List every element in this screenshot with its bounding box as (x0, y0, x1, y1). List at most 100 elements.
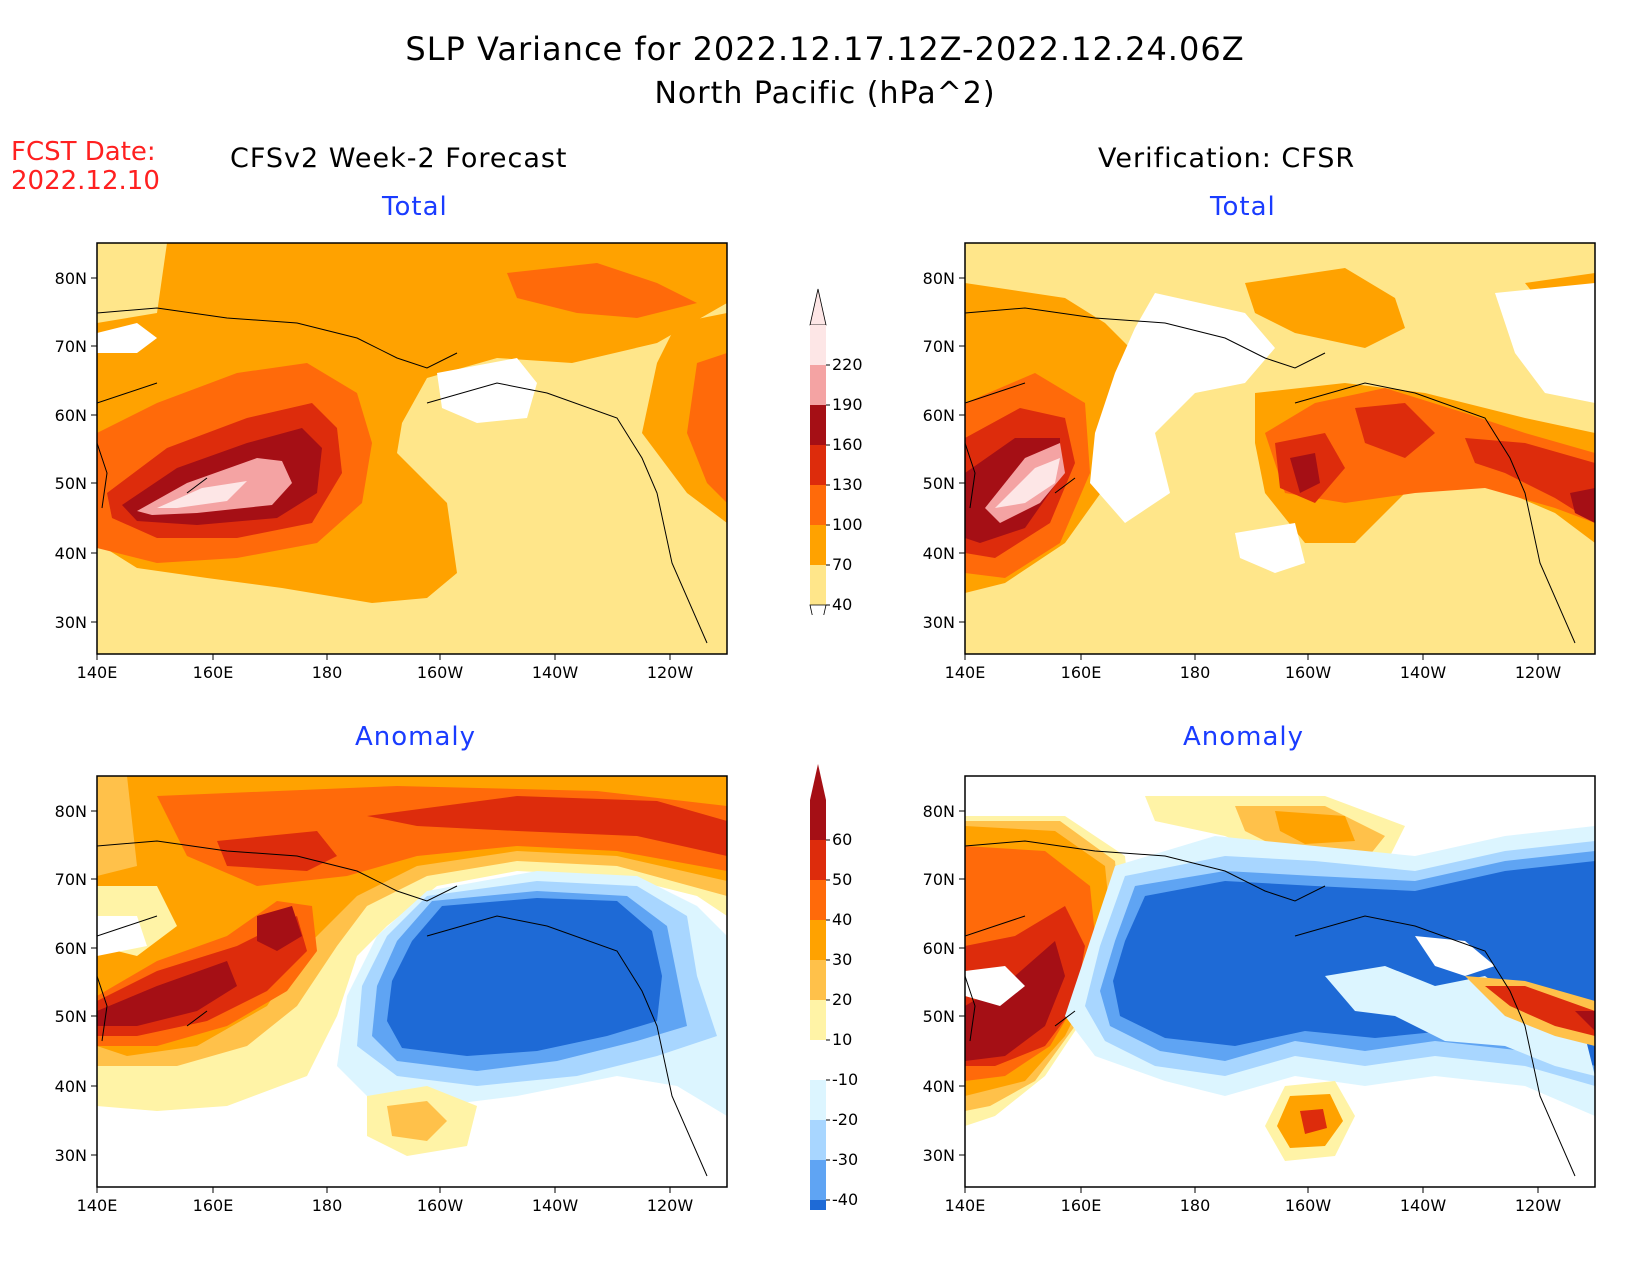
colorbar-over-triangle (810, 764, 826, 800)
coastline (97, 840, 708, 1177)
anomaly-near-zero-west (965, 966, 1025, 1006)
anomaly-colorbar: 60 50 40 30 20 10 -10 -20 -30 -40 (810, 764, 858, 1210)
lon-tick-label: 160E (193, 1196, 234, 1215)
colorbar-label: 50 (832, 870, 852, 889)
anomaly-above-60-canada (1575, 1011, 1595, 1031)
colorbar-label: -10 (832, 1070, 858, 1089)
anomaly-50-60-arctic (367, 796, 727, 856)
colorbar-label: 40 (832, 595, 852, 614)
colorbar-swatch (810, 920, 826, 960)
colorbar-swatch (810, 880, 826, 920)
lat-tick-label: 80N (55, 269, 87, 288)
forecast-anomaly-map: 80N 70N 60N 50N 40N 30N 140E 160E 180 160W 140W 12… (55, 775, 728, 1215)
lon-tick-label: 140W (1400, 1196, 1447, 1215)
colorbar-label: 70 (832, 555, 852, 574)
lat-tick-label: 30N (923, 613, 955, 632)
lat-tick-label: 50N (923, 1007, 955, 1026)
map-frame (964, 775, 1596, 1188)
anomaly-50-60-siberia (217, 831, 337, 871)
lon-tick-label: 120W (647, 1196, 694, 1215)
anomaly-above-60-west (965, 941, 1065, 1061)
latitude-axis: 80N 70N 60N 50N 40N 30N (55, 269, 97, 632)
lat-tick-label: 70N (923, 870, 955, 889)
lon-tick-label: 180 (1180, 1196, 1211, 1215)
colorbar-swatch (810, 405, 826, 445)
colorbar-swatch (810, 1160, 826, 1200)
lon-tick-label: 160W (1285, 663, 1332, 682)
lat-tick-label: 30N (55, 613, 87, 632)
fcst-date-label: FCST Date: (11, 137, 156, 167)
variance-100-130-canada (687, 353, 727, 503)
colorbar-label: 100 (832, 515, 863, 534)
panel-title-forecast-total: Total (382, 192, 448, 222)
colorbar-swatch (810, 1120, 826, 1160)
anomaly-above-60-kamchatka (257, 906, 302, 951)
colorbar-label: 160 (832, 435, 863, 454)
colorbar-swatch (810, 1040, 826, 1080)
colorbar-label: 130 (832, 475, 863, 494)
lat-tick-label: 40N (923, 544, 955, 563)
lon-tick-label: 180 (312, 663, 343, 682)
colorbar-swatch (810, 1200, 826, 1210)
map-frame (964, 242, 1596, 655)
colorbar-swatch (810, 565, 826, 605)
lon-tick-label: 160E (193, 663, 234, 682)
longitude-axis: 140E 160E 180 160W 140W 120W (945, 654, 1562, 682)
lat-tick-label: 40N (55, 1077, 87, 1096)
lon-tick-label: 140W (532, 663, 579, 682)
lat-tick-label: 80N (923, 802, 955, 821)
figure-title: SLP Variance for 2022.12.17.12Z-2022.12.… (405, 30, 1245, 68)
variance-130-160-canada (1465, 438, 1595, 523)
colorbar-label: 60 (832, 830, 852, 849)
colorbar-swatch (810, 525, 826, 565)
anomaly-20-30-south (387, 1101, 447, 1141)
verification-column-header: Verification: CFSR (1098, 143, 1356, 174)
panel-title-verification-total: Total (1210, 192, 1276, 222)
lon-tick-label: 160E (1061, 663, 1102, 682)
lat-tick-label: 60N (923, 406, 955, 425)
lon-tick-label: 160W (417, 1196, 464, 1215)
variance-130-160-alaska (1355, 403, 1435, 458)
anomaly-near-zero-alaska (1415, 936, 1495, 976)
colorbar-label: 220 (832, 355, 863, 374)
colorbar-swatch (810, 1000, 826, 1040)
lat-tick-label: 80N (55, 802, 87, 821)
variance-below-40-arctic-canada (1495, 283, 1595, 403)
panel-title-forecast-anomaly: Anomaly (355, 722, 477, 752)
variance-below-40-siberia (97, 323, 157, 353)
colorbar-label: 20 (832, 990, 852, 1009)
anomaly-weak-coast (1325, 966, 1595, 1076)
anomaly-near-zero-siberia (97, 916, 147, 956)
lat-tick-label: 30N (923, 1146, 955, 1165)
lon-tick-label: 120W (647, 663, 694, 682)
latitude-axis: 80N 70N 60N 50N 40N 30N (923, 269, 965, 632)
lat-tick-label: 40N (923, 1077, 955, 1096)
lat-tick-label: 50N (55, 1007, 87, 1026)
lat-tick-label: 60N (923, 939, 955, 958)
latitude-axis: 80N 70N 60N 50N 40N 30N (55, 802, 97, 1165)
latitude-axis: 80N 70N 60N 50N 40N 30N (923, 802, 965, 1165)
lon-tick-label: 140W (532, 1196, 579, 1215)
variance-160-190-coast (1570, 488, 1595, 523)
anomaly-50-60-south (1300, 1109, 1327, 1134)
variance-above-220-west (995, 458, 1060, 508)
colorbar-over-triangle (809, 288, 827, 326)
coastline (965, 840, 1576, 1177)
anomaly-50-60-canada (1485, 986, 1595, 1036)
lat-tick-label: 70N (923, 337, 955, 356)
colorbar-label: 10 (832, 1030, 852, 1049)
colorbar-label: -20 (832, 1110, 858, 1129)
lon-tick-label: 120W (1515, 663, 1562, 682)
colorbar-swatch (810, 800, 826, 840)
coastline (965, 307, 1576, 644)
lat-tick-label: 70N (55, 337, 87, 356)
lon-tick-label: 160E (1061, 1196, 1102, 1215)
verification-total-map: 80N 70N 60N 50N 40N 30N 140E 160E 180 160W 140W 12… (923, 242, 1596, 682)
longitude-axis: 140E 160E 180 160W 140W 120W (945, 1187, 1562, 1215)
fcst-date: FCST Date: 2022.12.10 (11, 138, 160, 196)
lon-tick-label: 120W (1515, 1196, 1562, 1215)
colorbar-label: 40 (832, 910, 852, 929)
lat-tick-label: 80N (923, 269, 955, 288)
colorbar-swatch (810, 960, 826, 1000)
lon-tick-label: 140E (945, 663, 986, 682)
